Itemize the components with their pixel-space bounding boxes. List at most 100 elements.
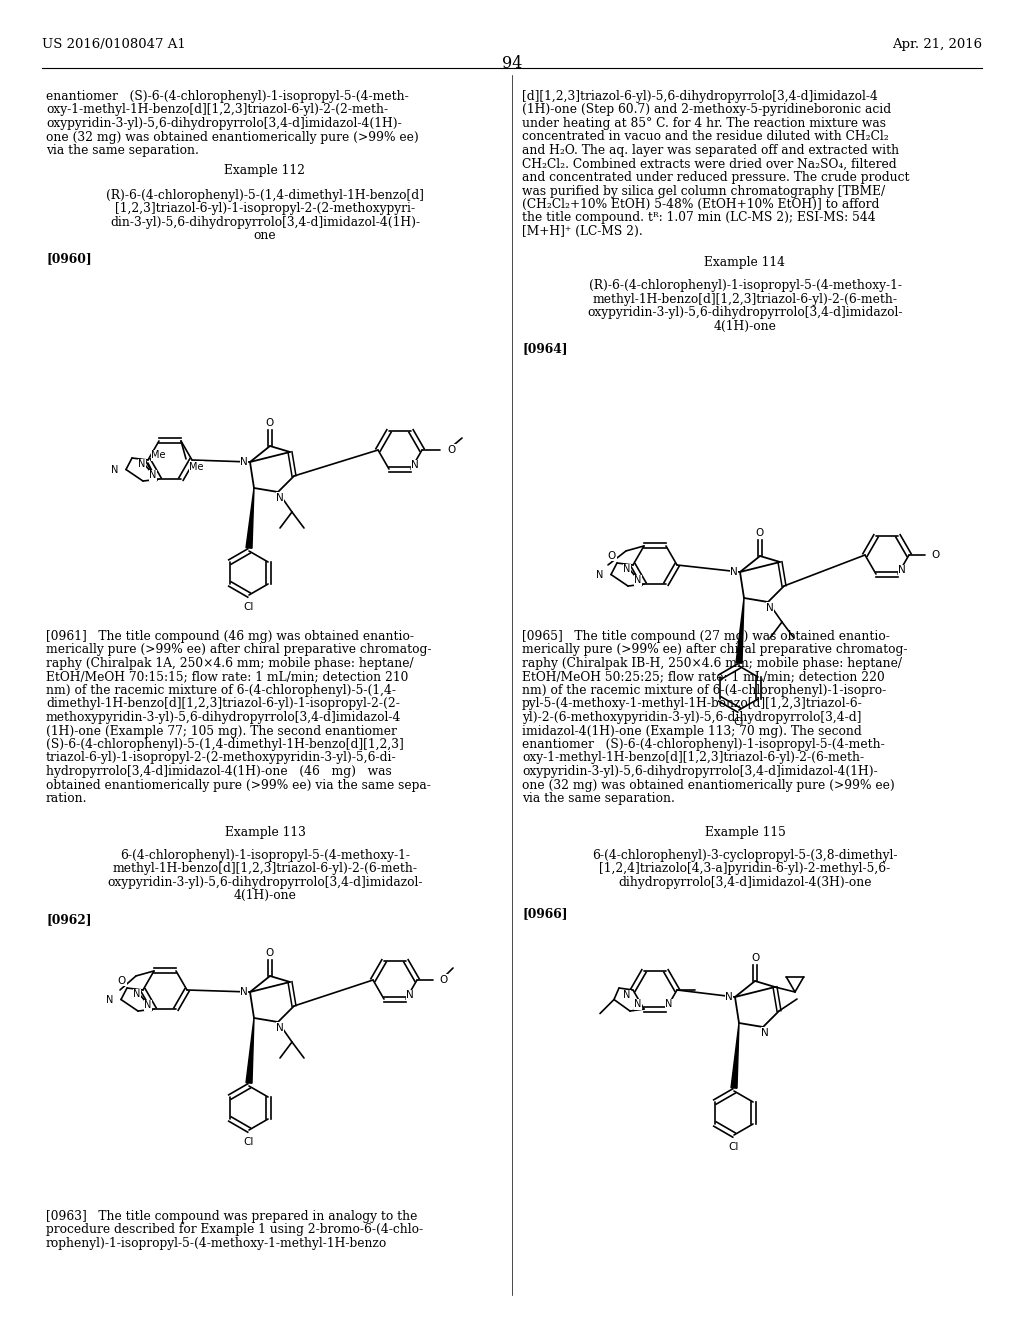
Text: methyl-1H-benzo[d][1,2,3]triazol-6-yl)-2-(6-meth-: methyl-1H-benzo[d][1,2,3]triazol-6-yl)-2… bbox=[113, 862, 418, 875]
Text: N: N bbox=[666, 999, 673, 1008]
Text: and H₂O. The aq. layer was separated off and extracted with: and H₂O. The aq. layer was separated off… bbox=[522, 144, 899, 157]
Text: (R)-6-(4-chlorophenyl)-5-(1,4-dimethyl-1H-benzo[d]: (R)-6-(4-chlorophenyl)-5-(1,4-dimethyl-1… bbox=[106, 189, 424, 202]
Text: [0963]   The title compound was prepared in analogy to the: [0963] The title compound was prepared i… bbox=[46, 1210, 418, 1224]
Text: Example 115: Example 115 bbox=[705, 826, 785, 838]
Text: oxy-1-methyl-1H-benzo[d][1,2,3]triazol-6-yl)-2-(6-meth-: oxy-1-methyl-1H-benzo[d][1,2,3]triazol-6… bbox=[522, 751, 864, 764]
Text: (1H)-one (Step 60.7) and 2-methoxy-5-pyridineboronic acid: (1H)-one (Step 60.7) and 2-methoxy-5-pyr… bbox=[522, 103, 891, 116]
Text: enantiomer   (S)-6-(4-chlorophenyl)-1-isopropyl-5-(4-meth-: enantiomer (S)-6-(4-chlorophenyl)-1-isop… bbox=[522, 738, 885, 751]
Text: Me: Me bbox=[151, 450, 166, 461]
Text: Cl: Cl bbox=[734, 717, 744, 727]
Polygon shape bbox=[246, 1018, 254, 1084]
Text: O: O bbox=[266, 418, 274, 428]
Text: one (32 mg) was obtained enantiomerically pure (>99% ee): one (32 mg) was obtained enantiomericall… bbox=[522, 779, 895, 792]
Text: 4(1H)-one: 4(1H)-one bbox=[714, 319, 776, 333]
Text: O: O bbox=[756, 528, 764, 539]
Text: 6-(4-chlorophenyl)-3-cyclopropyl-5-(3,8-dimethyl-: 6-(4-chlorophenyl)-3-cyclopropyl-5-(3,8-… bbox=[592, 849, 898, 862]
Text: pyl-5-(4-methoxy-1-methyl-1H-benzo[d][1,2,3]triazol-6-: pyl-5-(4-methoxy-1-methyl-1H-benzo[d][1,… bbox=[522, 697, 863, 710]
Text: din-3-yl)-5,6-dihydropyrrolo[3,4-d]imidazol-4(1H)-: din-3-yl)-5,6-dihydropyrrolo[3,4-d]imida… bbox=[110, 215, 420, 228]
Text: Example 114: Example 114 bbox=[705, 256, 785, 269]
Text: (R)-6-(4-chlorophenyl)-1-isopropyl-5-(4-methoxy-1-: (R)-6-(4-chlorophenyl)-1-isopropyl-5-(4-… bbox=[589, 279, 901, 292]
Text: methyl-1H-benzo[d][1,2,3]triazol-6-yl)-2-(6-meth-: methyl-1H-benzo[d][1,2,3]triazol-6-yl)-2… bbox=[593, 293, 897, 305]
Text: O: O bbox=[447, 445, 456, 455]
Text: N: N bbox=[761, 1028, 769, 1038]
Text: N: N bbox=[240, 457, 248, 467]
Text: N: N bbox=[111, 465, 118, 474]
Text: enantiomer   (S)-6-(4-chlorophenyl)-1-isopropyl-5-(4-meth-: enantiomer (S)-6-(4-chlorophenyl)-1-isop… bbox=[46, 90, 409, 103]
Text: N: N bbox=[411, 461, 419, 470]
Text: O: O bbox=[931, 550, 939, 560]
Text: oxypyridin-3-yl)-5,6-dihydropyrrolo[3,4-d]imidazol-: oxypyridin-3-yl)-5,6-dihydropyrrolo[3,4-… bbox=[587, 306, 903, 319]
Text: O: O bbox=[266, 948, 274, 958]
Text: merically pure (>99% ee) after chiral preparative chromatog-: merically pure (>99% ee) after chiral pr… bbox=[522, 644, 907, 656]
Polygon shape bbox=[246, 488, 254, 548]
Text: 6-(4-chlorophenyl)-1-isopropyl-5-(4-methoxy-1-: 6-(4-chlorophenyl)-1-isopropyl-5-(4-meth… bbox=[120, 849, 410, 862]
Text: N: N bbox=[133, 989, 140, 999]
Text: N: N bbox=[105, 994, 113, 1005]
Text: oxy-1-methyl-1H-benzo[d][1,2,3]triazol-6-yl)-2-(2-meth-: oxy-1-methyl-1H-benzo[d][1,2,3]triazol-6… bbox=[46, 103, 388, 116]
Text: N: N bbox=[725, 993, 733, 1002]
Text: Cl: Cl bbox=[729, 1142, 739, 1152]
Text: yl)-2-(6-methoxypyridin-3-yl)-5,6-dihydropyrrolo[3,4-d]: yl)-2-(6-methoxypyridin-3-yl)-5,6-dihydr… bbox=[522, 711, 861, 723]
Text: under heating at 85° C. for 4 hr. The reaction mixture was: under heating at 85° C. for 4 hr. The re… bbox=[522, 117, 886, 129]
Text: raphy (Chiralpak IB-H, 250×4.6 mm; mobile phase: heptane/: raphy (Chiralpak IB-H, 250×4.6 mm; mobil… bbox=[522, 657, 902, 671]
Text: [0965]   The title compound (27 mg) was obtained enantio-: [0965] The title compound (27 mg) was ob… bbox=[522, 630, 890, 643]
Text: O: O bbox=[439, 975, 447, 985]
Text: via the same separation.: via the same separation. bbox=[522, 792, 675, 805]
Text: [M+H]⁺ (LC-MS 2).: [M+H]⁺ (LC-MS 2). bbox=[522, 224, 643, 238]
Text: N: N bbox=[240, 987, 248, 997]
Text: triazol-6-yl)-1-isopropyl-2-(2-methoxypyridin-3-yl)-5,6-di-: triazol-6-yl)-1-isopropyl-2-(2-methoxypy… bbox=[46, 751, 396, 764]
Text: EtOH/MeOH 70:15:15; flow rate: 1 mL/min; detection 210: EtOH/MeOH 70:15:15; flow rate: 1 mL/min;… bbox=[46, 671, 409, 684]
Text: N: N bbox=[634, 999, 642, 1008]
Text: N: N bbox=[766, 603, 774, 612]
Text: merically pure (>99% ee) after chiral preparative chromatog-: merically pure (>99% ee) after chiral pr… bbox=[46, 644, 431, 656]
Text: rophenyl)-1-isopropyl-5-(4-methoxy-1-methyl-1H-benzo: rophenyl)-1-isopropyl-5-(4-methoxy-1-met… bbox=[46, 1237, 387, 1250]
Text: 4(1H)-one: 4(1H)-one bbox=[233, 890, 296, 902]
Text: nm) of the racemic mixture of 6-(4-chlorophenyl)-5-(1,4-: nm) of the racemic mixture of 6-(4-chlor… bbox=[46, 684, 396, 697]
Text: raphy (Chiralpak 1A, 250×4.6 mm; mobile phase: heptane/: raphy (Chiralpak 1A, 250×4.6 mm; mobile … bbox=[46, 657, 414, 671]
Text: O: O bbox=[608, 550, 616, 561]
Text: oxypyridin-3-yl)-5,6-dihydropyrrolo[3,4-d]imidazol-: oxypyridin-3-yl)-5,6-dihydropyrrolo[3,4-… bbox=[108, 875, 423, 888]
Text: one: one bbox=[254, 230, 276, 242]
Text: Me: Me bbox=[189, 462, 204, 473]
Text: (1H)-one (Example 77; 105 mg). The second enantiomer: (1H)-one (Example 77; 105 mg). The secon… bbox=[46, 725, 397, 738]
Text: dihydropyrrolo[3,4-d]imidazol-4(3H)-one: dihydropyrrolo[3,4-d]imidazol-4(3H)-one bbox=[618, 875, 871, 888]
Text: US 2016/0108047 A1: US 2016/0108047 A1 bbox=[42, 38, 185, 51]
Text: concentrated in vacuo and the residue diluted with CH₂Cl₂: concentrated in vacuo and the residue di… bbox=[522, 131, 889, 144]
Text: [d][1,2,3]triazol-6-yl)-5,6-dihydropyrrolo[3,4-d]imidazol-4: [d][1,2,3]triazol-6-yl)-5,6-dihydropyrro… bbox=[522, 90, 878, 103]
Text: N: N bbox=[150, 470, 157, 480]
Text: N: N bbox=[624, 990, 631, 1001]
Text: via the same separation.: via the same separation. bbox=[46, 144, 199, 157]
Text: N: N bbox=[138, 459, 145, 469]
Text: (CH₂Cl₂+10% EtOH) 5-48% (EtOH+10% EtOH)] to afford: (CH₂Cl₂+10% EtOH) 5-48% (EtOH+10% EtOH)]… bbox=[522, 198, 880, 211]
Text: was purified by silica gel column chromatography [TBME/: was purified by silica gel column chroma… bbox=[522, 185, 885, 198]
Text: N: N bbox=[276, 492, 284, 503]
Text: procedure described for Example 1 using 2-bromo-6-(4-chlo-: procedure described for Example 1 using … bbox=[46, 1224, 423, 1237]
Text: N: N bbox=[634, 576, 642, 585]
Text: the title compound. tᴿ: 1.07 min (LC-MS 2); ESI-MS: 544: the title compound. tᴿ: 1.07 min (LC-MS … bbox=[522, 211, 876, 224]
Text: Cl: Cl bbox=[244, 602, 254, 612]
Text: N: N bbox=[144, 1001, 152, 1010]
Text: Example 112: Example 112 bbox=[224, 164, 305, 177]
Text: 94: 94 bbox=[502, 55, 522, 73]
Text: N: N bbox=[730, 568, 738, 577]
Text: obtained enantiomerically pure (>99% ee) via the same sepa-: obtained enantiomerically pure (>99% ee)… bbox=[46, 779, 431, 792]
Polygon shape bbox=[736, 598, 744, 663]
Text: [0966]: [0966] bbox=[522, 907, 567, 920]
Text: N: N bbox=[898, 565, 906, 576]
Text: [0962]: [0962] bbox=[46, 913, 91, 927]
Text: ration.: ration. bbox=[46, 792, 87, 805]
Text: Apr. 21, 2016: Apr. 21, 2016 bbox=[892, 38, 982, 51]
Text: N: N bbox=[624, 564, 631, 574]
Text: [0961]   The title compound (46 mg) was obtained enantio-: [0961] The title compound (46 mg) was ob… bbox=[46, 630, 414, 643]
Text: EtOH/MeOH 50:25:25; flow rate: 1 mL/min; detection 220: EtOH/MeOH 50:25:25; flow rate: 1 mL/min;… bbox=[522, 671, 885, 684]
Text: oxypyridin-3-yl)-5,6-dihydropyrrolo[3,4-d]imidazol-4(1H)-: oxypyridin-3-yl)-5,6-dihydropyrrolo[3,4-… bbox=[522, 766, 878, 777]
Polygon shape bbox=[731, 1023, 739, 1088]
Text: N: N bbox=[407, 990, 414, 1001]
Text: oxypyridin-3-yl)-5,6-dihydropyrrolo[3,4-d]imidazol-4(1H)-: oxypyridin-3-yl)-5,6-dihydropyrrolo[3,4-… bbox=[46, 117, 401, 129]
Text: hydropyrrolo[3,4-d]imidazol-4(1H)-one   (46   mg)   was: hydropyrrolo[3,4-d]imidazol-4(1H)-one (4… bbox=[46, 766, 392, 777]
Text: O: O bbox=[751, 953, 759, 964]
Text: [1,2,4]triazolo[4,3-a]pyridin-6-yl)-2-methyl-5,6-: [1,2,4]triazolo[4,3-a]pyridin-6-yl)-2-me… bbox=[599, 862, 891, 875]
Text: [1,2,3]triazol-6-yl)-1-isopropyl-2-(2-methoxypyri-: [1,2,3]triazol-6-yl)-1-isopropyl-2-(2-me… bbox=[115, 202, 415, 215]
Text: one (32 mg) was obtained enantiomerically pure (>99% ee): one (32 mg) was obtained enantiomericall… bbox=[46, 131, 419, 144]
Text: Example 113: Example 113 bbox=[224, 826, 305, 838]
